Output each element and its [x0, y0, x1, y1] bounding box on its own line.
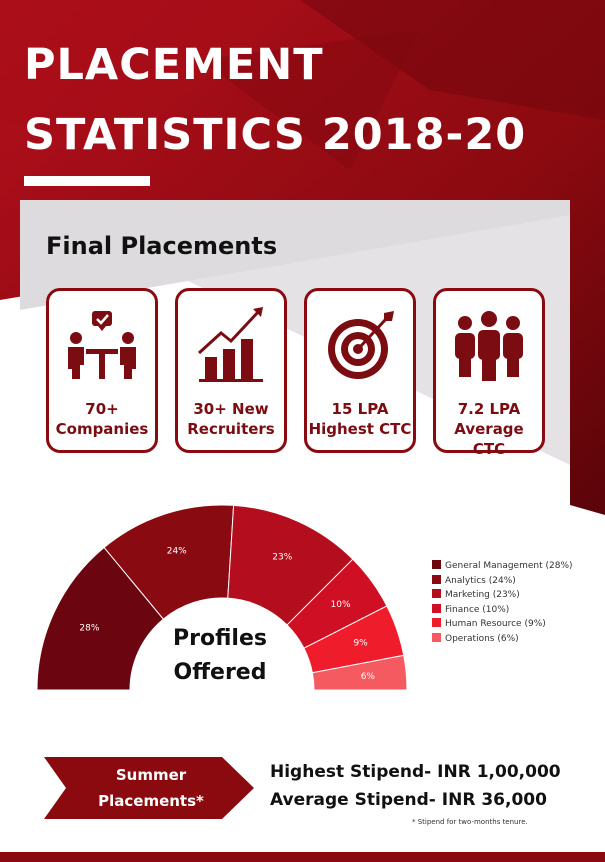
legend-label: Operations (6%) [445, 633, 519, 644]
stat-card-companies: 70+ Companies [46, 288, 158, 453]
chart-data-label: 6% [361, 672, 376, 682]
legend-item: Operations (6%) [432, 632, 519, 645]
legend-swatch [432, 574, 441, 584]
legend-swatch [432, 632, 441, 642]
average-stipend: Average Stipend- INR 36,000 [270, 790, 547, 810]
people-group-icon [436, 305, 542, 389]
chart-title-line2: Offered [173, 660, 267, 685]
legend-swatch [432, 618, 441, 627]
stat-label: Companies [55, 420, 149, 438]
title-underline [24, 176, 150, 186]
stat-card-recruiters: 30+ New Recruiters [175, 288, 287, 453]
legend-label: Analytics (24%) [445, 575, 516, 586]
legend-label: General Management (28%) [445, 561, 573, 571]
stipend-footnote: * Stipend for two-months tenure. [412, 818, 528, 826]
legend-item: Human Resource (9%) [432, 618, 546, 630]
chart-data-label: 23% [272, 552, 292, 562]
chart-data-label: 24% [167, 547, 187, 557]
legend-item: Marketing (23%) [432, 589, 520, 601]
page-title-line2: STATISTICS 2018-20 [24, 110, 527, 160]
stat-value: 7.2 LPA [457, 400, 521, 418]
legend-label: Finance (10%) [445, 604, 510, 615]
stat-label: Highest CTC [308, 420, 412, 438]
stat-text: 15 LPA Highest CTC [307, 399, 413, 439]
header-background [0, 0, 605, 515]
stat-text: 30+ New Recruiters [178, 399, 284, 439]
legend-swatch [432, 589, 441, 598]
legend-label: Human Resource (9%) [445, 619, 546, 629]
legend-item: Analytics (24%) [432, 574, 516, 587]
stat-label: Average CTC [454, 420, 524, 458]
summer-label-line2: Placements* [98, 792, 204, 810]
stat-value: 15 LPA [331, 400, 389, 418]
chart-slice-operations [311, 654, 408, 691]
section-title: Final Placements [46, 232, 278, 260]
chart-data-label: 28% [79, 624, 99, 634]
stat-card-average-ctc: 7.2 LPA Average CTC [433, 288, 545, 458]
footer-bar [0, 852, 605, 862]
highest-stipend: Highest Stipend- INR 1,00,000 [270, 762, 561, 782]
chart-title-line1: Profiles [173, 626, 267, 651]
meeting-icon [49, 305, 155, 389]
stat-text: 7.2 LPA Average CTC [436, 399, 542, 459]
chart-data-label: 10% [331, 600, 351, 610]
growth-chart-icon [178, 305, 284, 389]
stat-label: Recruiters [187, 420, 275, 438]
stat-card-highest-ctc: 15 LPA Highest CTC [304, 288, 416, 453]
stat-text: 70+ Companies [49, 399, 155, 439]
legend-swatch [432, 560, 441, 569]
chart-data-label: 9% [353, 639, 368, 649]
summer-label-line1: Summer [115, 766, 187, 784]
legend-item: Finance (10%) [432, 603, 510, 616]
summer-arrow [44, 757, 254, 819]
profiles-chart: 28% 24% 23% 10% 9% 6% [36, 504, 408, 691]
legend-item: General Management (28%) [432, 560, 573, 572]
target-icon [307, 305, 413, 389]
legend-swatch [432, 603, 441, 613]
page-title-line1: PLACEMENT [24, 40, 324, 90]
chart-title: Profiles Offered [140, 622, 300, 690]
legend-label: Marketing (23%) [445, 590, 520, 600]
stat-value: 70+ [85, 400, 119, 418]
summer-label: Summer Placements* [66, 762, 236, 814]
stat-value: 30+ New [193, 400, 269, 418]
